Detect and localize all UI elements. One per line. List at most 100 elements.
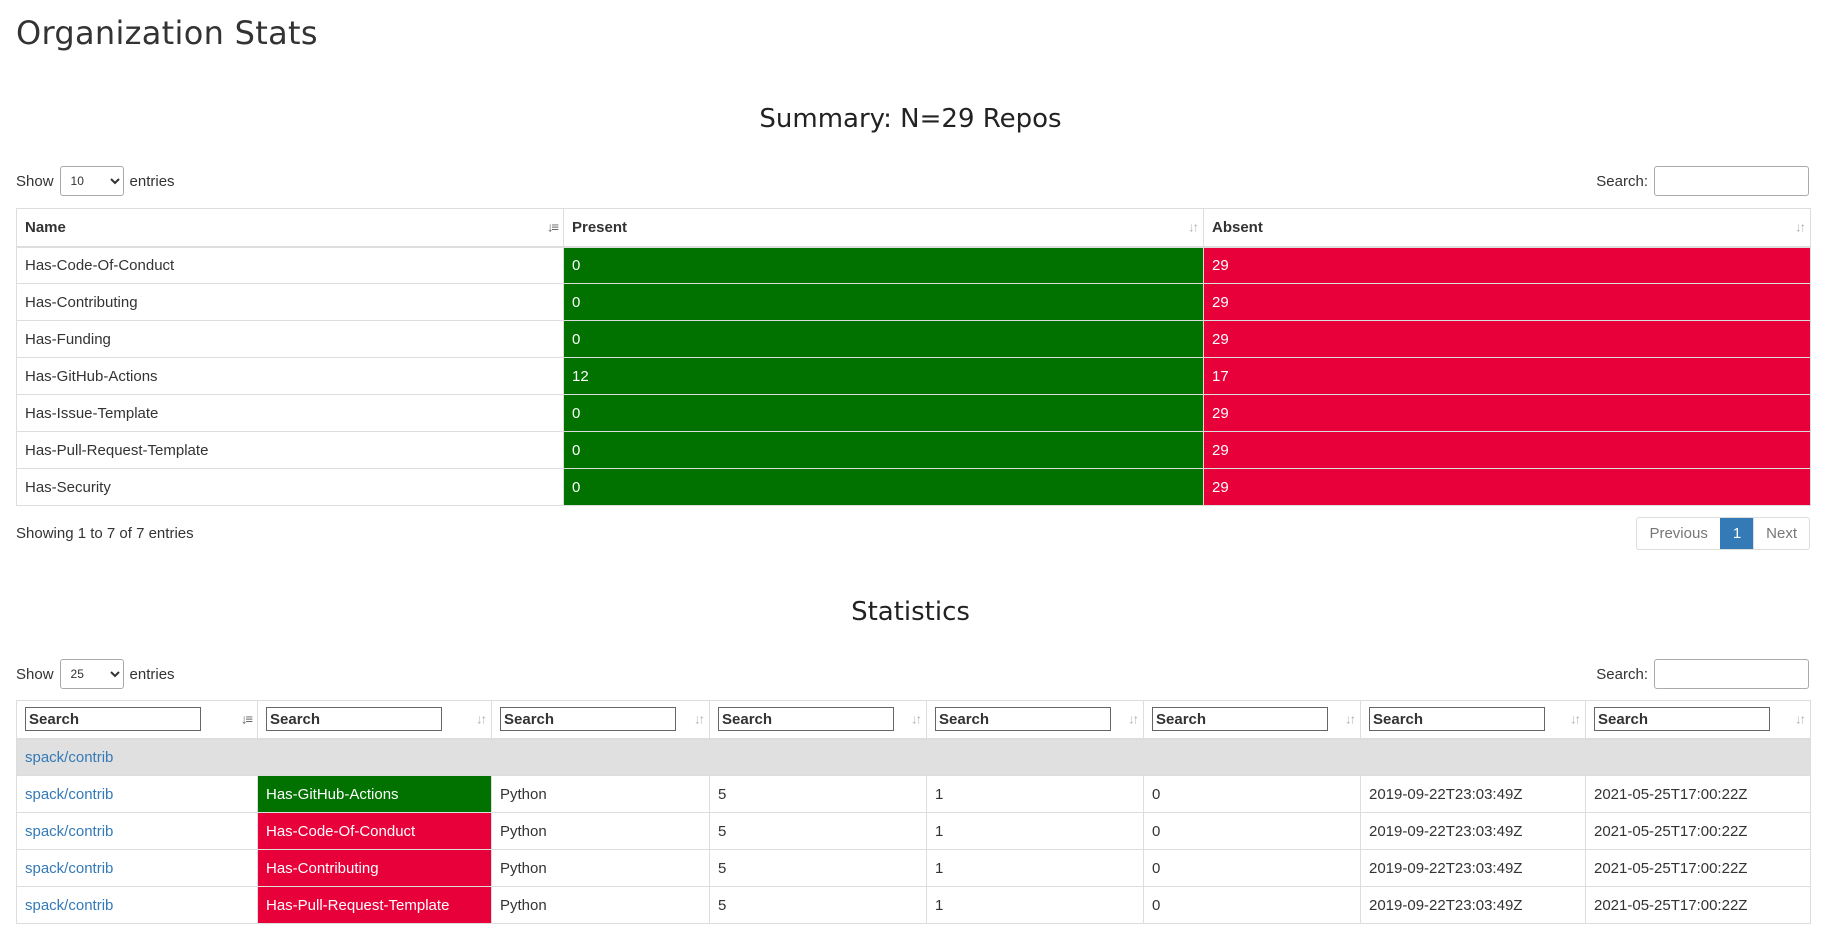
absent-count: 29: [1203, 468, 1811, 506]
category-cell: Has-Code-Of-Conduct: [257, 812, 492, 850]
repo-link[interactable]: spack/contrib: [25, 896, 114, 914]
value-cell: 0: [1143, 775, 1361, 813]
statistics-length-select[interactable]: 25: [59, 659, 124, 689]
summary-search-input[interactable]: [1654, 166, 1809, 196]
value-cell: 0: [1143, 886, 1361, 924]
sort-icon[interactable]: ↓↑: [694, 711, 705, 727]
absent-count: 29: [1203, 246, 1811, 284]
sort-icon: ↓↑: [1188, 219, 1199, 235]
sort-icon[interactable]: ↓↑: [1570, 711, 1581, 727]
present-count: 0: [563, 468, 1204, 506]
filter-input-col4[interactable]: [718, 707, 894, 732]
table-row: spack/contrib Has-Code-Of-Conduct Python…: [16, 812, 1811, 850]
sort-icon[interactable]: ↓↑: [1128, 711, 1139, 727]
summary-length-select[interactable]: 10: [59, 166, 124, 196]
row-name: Has-Pull-Request-Template: [16, 431, 564, 469]
value-cell: 1: [926, 886, 1144, 924]
repo-link[interactable]: spack/contrib: [25, 859, 114, 877]
filter-input-updated[interactable]: [1594, 707, 1770, 732]
table-row: Has-GitHub-Actions 12 17: [16, 357, 1811, 395]
group-link[interactable]: spack/contrib: [25, 748, 114, 766]
present-count: 0: [563, 283, 1204, 321]
table-info: Showing 1 to 7 of 7 entries: [16, 524, 194, 542]
sort-icon[interactable]: ↓↑: [476, 711, 487, 727]
value-cell: 5: [709, 775, 927, 813]
filter-input-category[interactable]: [266, 707, 442, 732]
category-cell: Has-GitHub-Actions: [257, 775, 492, 813]
summary-controls: Show 10 entries Search:: [16, 166, 1809, 196]
category-cell: Has-Contributing: [257, 849, 492, 887]
row-name: Has-Code-Of-Conduct: [16, 246, 564, 284]
filter-input-created[interactable]: [1369, 707, 1545, 732]
filter-input-col5[interactable]: [935, 707, 1111, 732]
statistics-controls: Show 25 entries Search:: [16, 659, 1809, 689]
column-header-name[interactable]: Name ↓≡: [16, 208, 564, 248]
category-cell: Has-Pull-Request-Template: [257, 886, 492, 924]
value-cell: 1: [926, 849, 1144, 887]
summary-table: Name ↓≡ Present ↓↑ Absent ↓↑ Has-Code-Of-Co…: [16, 208, 1811, 506]
table-row: Has-Contributing 0 29: [16, 283, 1811, 321]
repo-link[interactable]: spack/contrib: [25, 785, 114, 803]
repo-link[interactable]: spack/contrib: [25, 822, 114, 840]
created-cell: 2019-09-22T23:03:49Z: [1360, 812, 1586, 850]
value-cell: 5: [709, 849, 927, 887]
page-title: Organization Stats: [16, 14, 318, 52]
row-name: Has-Contributing: [16, 283, 564, 321]
absent-count: 29: [1203, 394, 1811, 432]
filter-input-col6[interactable]: [1152, 707, 1328, 732]
row-name: Has-Issue-Template: [16, 394, 564, 432]
sort-icon[interactable]: ↓↑: [911, 711, 922, 727]
statistics-search: Search:: [1596, 659, 1809, 689]
search-label: Search:: [1596, 665, 1648, 683]
column-filter: ↓↑: [1360, 700, 1586, 740]
table-row: spack/contrib Has-Contributing Python 5 …: [16, 849, 1811, 887]
summary-footer: Showing 1 to 7 of 7 entries Previous 1 N…: [16, 516, 1810, 550]
created-cell: 2019-09-22T23:03:49Z: [1360, 775, 1586, 813]
column-header-absent[interactable]: Absent ↓↑: [1203, 208, 1811, 248]
updated-cell: 2021-05-25T17:00:22Z: [1585, 812, 1811, 850]
created-cell: 2019-09-22T23:03:49Z: [1360, 886, 1586, 924]
absent-count: 29: [1203, 320, 1811, 358]
present-count: 0: [563, 394, 1204, 432]
page-1-button[interactable]: 1: [1719, 517, 1754, 549]
show-label: Show: [16, 665, 54, 683]
language-cell: Python: [491, 812, 710, 850]
entries-label: entries: [129, 172, 175, 190]
filter-input-repo[interactable]: [25, 707, 201, 732]
value-cell: 0: [1143, 812, 1361, 850]
column-filter: ↓↑: [926, 700, 1144, 740]
table-row: Has-Security 0 29: [16, 468, 1811, 506]
column-filter: ↓↑: [257, 700, 492, 740]
summary-length-control: Show 10 entries: [16, 166, 175, 196]
row-name: Has-GitHub-Actions: [16, 357, 564, 395]
sort-icon: ↓↑: [1795, 219, 1806, 235]
statistics-table: ↓≡ ↓↑ ↓↑ ↓↑ ↓↑ ↓↑ ↓↑ ↓↑ spack/contrib sp…: [16, 700, 1811, 924]
language-cell: Python: [491, 775, 710, 813]
table-row: Has-Pull-Request-Template 0 29: [16, 431, 1811, 469]
present-count: 12: [563, 357, 1204, 395]
next-button[interactable]: Next: [1753, 517, 1809, 549]
previous-button[interactable]: Previous: [1649, 524, 1708, 542]
language-cell: Python: [491, 886, 710, 924]
table-row: spack/contrib Has-GitHub-Actions Python …: [16, 775, 1811, 813]
present-count: 0: [563, 246, 1204, 284]
updated-cell: 2021-05-25T17:00:22Z: [1585, 775, 1811, 813]
absent-count: 17: [1203, 357, 1811, 395]
column-filter: ↓↑: [709, 700, 927, 740]
summary-title: Summary: N=29 Repos: [759, 104, 1062, 134]
created-cell: 2019-09-22T23:03:49Z: [1360, 849, 1586, 887]
present-count: 0: [563, 431, 1204, 469]
column-filter: ↓≡: [16, 700, 258, 740]
table-row: Has-Code-Of-Conduct 0 29: [16, 246, 1811, 284]
group-row: spack/contrib: [16, 738, 1811, 776]
filter-input-language[interactable]: [500, 707, 676, 732]
value-cell: 0: [1143, 849, 1361, 887]
sort-icon[interactable]: ↓↑: [1345, 711, 1356, 727]
sort-asc-icon[interactable]: ↓≡: [240, 711, 253, 727]
updated-cell: 2021-05-25T17:00:22Z: [1585, 886, 1811, 924]
sort-asc-icon: ↓≡: [546, 219, 559, 235]
sort-icon[interactable]: ↓↑: [1795, 711, 1806, 727]
column-header-present[interactable]: Present ↓↑: [563, 208, 1204, 248]
statistics-search-input[interactable]: [1654, 659, 1809, 689]
